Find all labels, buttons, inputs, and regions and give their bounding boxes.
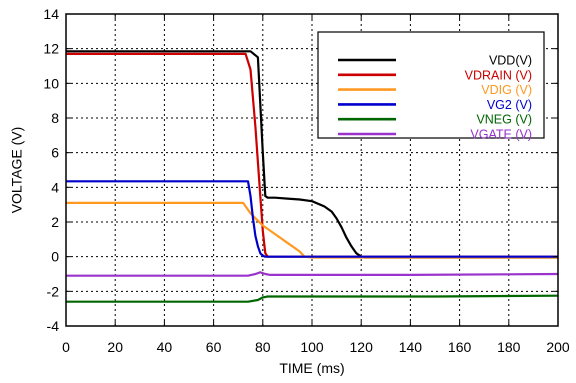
series-layer — [66, 50, 559, 303]
x-tick-label: 20 — [107, 339, 123, 355]
legend-label: VNEG (V) — [476, 113, 532, 127]
y-tick-label: 4 — [51, 179, 59, 195]
series-line — [66, 52, 558, 258]
x-tick-label: 100 — [300, 339, 324, 355]
y-tick-label: 0 — [51, 249, 59, 265]
y-tick-label: 8 — [51, 110, 59, 126]
series-line — [66, 271, 559, 277]
series-line — [66, 180, 558, 258]
legend-items: VDD(V)VDRAIN (V)VDIG (V)VG2 (V)VNEG (V)V… — [338, 54, 532, 142]
legend-label: VGATE (V) — [470, 128, 532, 142]
x-tick-label: 160 — [448, 339, 472, 355]
y-tick-label: -2 — [47, 283, 60, 299]
y-axis-label: VOLTAGE (V) — [9, 127, 25, 214]
x-axis-label: TIME (ms) — [279, 360, 344, 376]
y-tick-label: 10 — [43, 75, 59, 91]
x-tick-label: 60 — [206, 339, 222, 355]
x-tick-label: 0 — [62, 339, 70, 355]
x-tick-label: 200 — [546, 339, 570, 355]
legend-label: VDIG (V) — [481, 83, 532, 97]
y-tick-label: 6 — [51, 145, 59, 161]
legend-label: VDD(V) — [489, 54, 532, 68]
y-tick-label: 2 — [51, 214, 59, 230]
x-tick-label: 180 — [497, 339, 521, 355]
legend-label: VDRAIN (V) — [465, 68, 532, 82]
y-tick-label: 12 — [43, 41, 59, 57]
x-tick-label: 120 — [350, 339, 374, 355]
legend-label: VG2 (V) — [487, 98, 532, 112]
series-line — [66, 294, 559, 303]
legend: VDD(V)VDRAIN (V)VDIG (V)VG2 (V)VNEG (V)V… — [317, 31, 545, 142]
y-tick-label: 14 — [43, 6, 59, 22]
x-tick-label: 40 — [157, 339, 173, 355]
y-tick-label: -4 — [47, 318, 60, 334]
x-tick-label: 80 — [255, 339, 271, 355]
tick-layer: 0 20 40 60 80 100 120 140 160 180 200 -4 -2 0 2 4 6 8 10 12… — [43, 6, 569, 355]
x-tick-label: 140 — [399, 339, 423, 355]
